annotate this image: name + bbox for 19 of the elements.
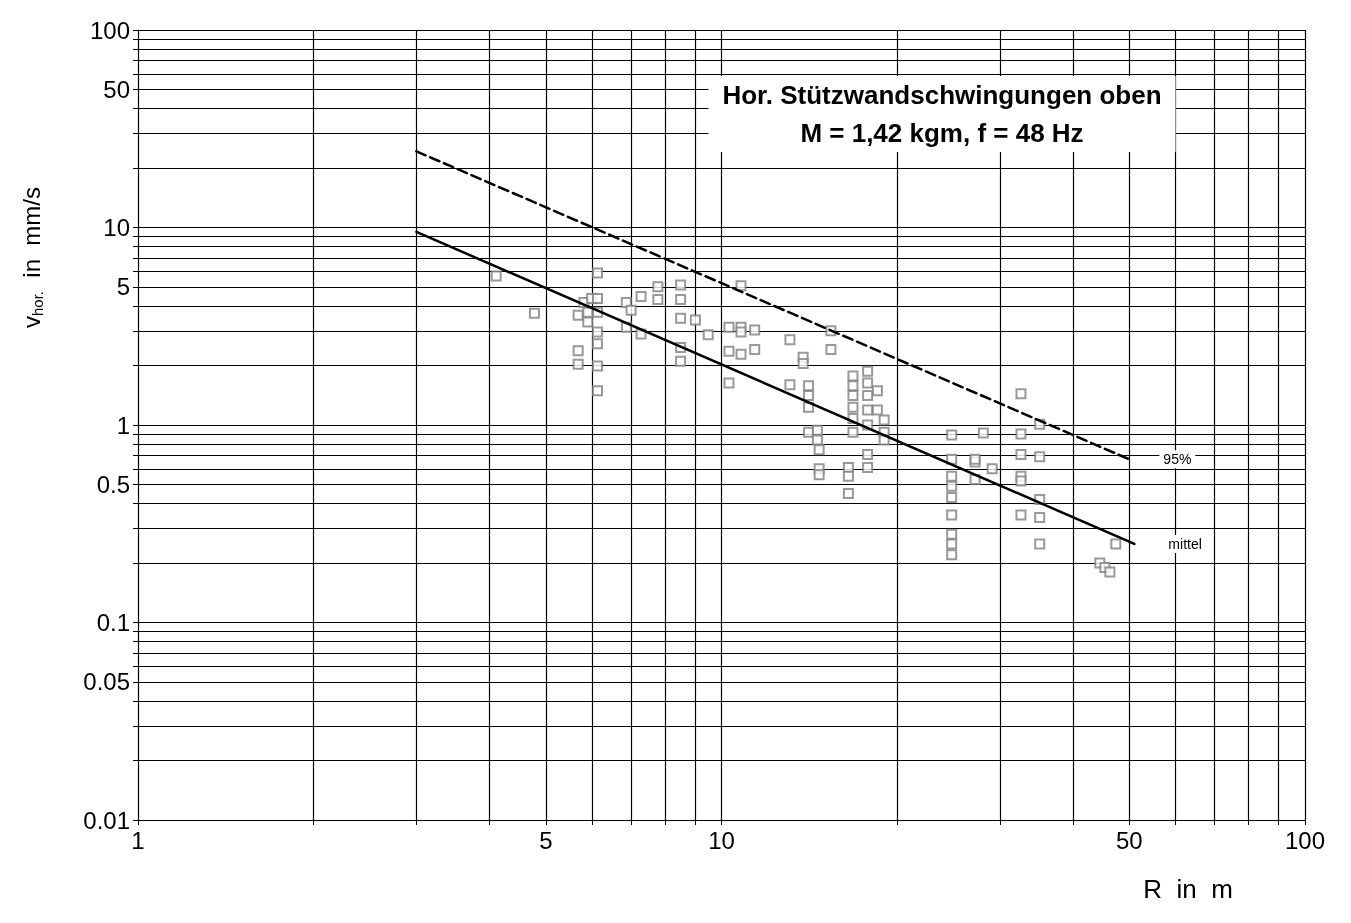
y-tick-label: 0.5 [96, 470, 130, 498]
y-tick-label: 100 [89, 16, 130, 44]
text: 95% [1163, 451, 1192, 468]
y-tick-label: 50 [103, 75, 130, 103]
y-tick-label: 5 [116, 273, 130, 301]
text: mittel [1168, 535, 1202, 552]
text: Hor. Stützwandschwingungen oben [722, 80, 1162, 110]
x-tick-label: 10 [708, 826, 735, 854]
x-tick-label: 5 [539, 826, 553, 854]
y-tick-label: 0.05 [83, 668, 130, 696]
y-tick-label: 1 [116, 411, 130, 439]
y-tick-label: 0.1 [96, 609, 130, 636]
x-tick-label: 50 [1116, 826, 1143, 854]
y-tick-label: 10 [103, 214, 130, 241]
x-axis-title: R in m [1143, 874, 1233, 904]
x-tick-label: 100 [1284, 826, 1326, 854]
text: M = 1,42 kgm, f = 48 Hz [800, 118, 1084, 148]
y-tick-label: 0.01 [83, 806, 130, 834]
y-axis-title: vhor. in mm/s [18, 186, 46, 328]
